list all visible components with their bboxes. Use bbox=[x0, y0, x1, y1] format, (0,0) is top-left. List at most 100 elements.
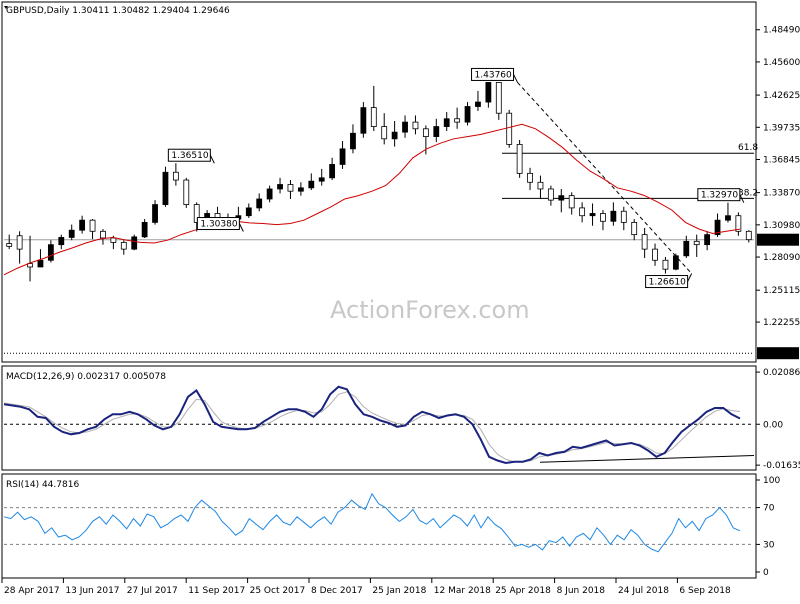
candle-body bbox=[683, 240, 690, 257]
price-tick-label: 1.33870 bbox=[763, 189, 800, 199]
candle-body bbox=[391, 131, 398, 140]
candle-body bbox=[37, 259, 44, 268]
candle-body bbox=[370, 107, 377, 127]
x-tick-label: 13 Jun 2017 bbox=[65, 586, 119, 596]
candle-body bbox=[579, 207, 586, 217]
x-tick-label: 25 Oct 2017 bbox=[250, 586, 306, 596]
candle-body bbox=[568, 195, 575, 209]
candle-body bbox=[110, 237, 117, 243]
candle-body bbox=[318, 177, 325, 182]
main-panel-header: GBPUSD,Daily 1.30411 1.30482 1.29404 1.2… bbox=[6, 6, 230, 16]
collapse-arrow-icon[interactable] bbox=[4, 6, 8, 9]
candle-body bbox=[256, 198, 263, 209]
candle-body bbox=[475, 101, 481, 107]
watermark: ActionForex.com bbox=[330, 296, 530, 324]
macd-signal-line bbox=[3, 391, 741, 463]
candle-body bbox=[152, 204, 158, 223]
retracement-trendline bbox=[517, 82, 692, 274]
candle-body bbox=[485, 82, 492, 103]
price-tick-label: 1.30980 bbox=[763, 221, 800, 231]
candle-body bbox=[527, 172, 533, 183]
x-axis: 28 Apr 2017 13 Jun 2017 27 Jul 2017 11 Sep … bbox=[1, 578, 731, 596]
x-tick-label: 12 Mar 2018 bbox=[434, 586, 491, 596]
candle-body bbox=[600, 213, 606, 222]
candle-body bbox=[672, 255, 679, 270]
x-tick-label: 25 Jan 2018 bbox=[372, 586, 426, 596]
candle-body bbox=[464, 106, 471, 123]
moving-average-line bbox=[3, 123, 741, 276]
rsi-panel-header: RSI(14) 44.7816 bbox=[6, 480, 79, 490]
price-tick-label: 1.28090 bbox=[763, 253, 800, 263]
macd-panel: 0.020861 0.00 -0.016357 bbox=[3, 368, 800, 471]
candle-body bbox=[100, 230, 106, 239]
swing-label-pointer bbox=[513, 74, 518, 83]
candle-body bbox=[725, 215, 731, 221]
candle-body bbox=[339, 148, 346, 165]
candle-body bbox=[79, 219, 86, 231]
current-price-label: 1.29646 bbox=[760, 236, 797, 246]
candle-body bbox=[402, 121, 408, 133]
candle-body bbox=[245, 207, 252, 217]
macd-tick-label: -0.016357 bbox=[763, 461, 800, 471]
price-tick-label: 1.45600 bbox=[763, 58, 800, 68]
candle-body bbox=[495, 82, 502, 114]
fib-level-label: 61.8 bbox=[738, 143, 758, 153]
macd-tick-label: 0.020861 bbox=[763, 368, 800, 378]
candle-body bbox=[350, 132, 356, 150]
swing-label: 1.32970 bbox=[701, 191, 738, 201]
rsi-tick-label: 100 bbox=[763, 476, 780, 486]
candle-body bbox=[381, 126, 388, 140]
candle-body bbox=[297, 187, 304, 192]
x-tick-label: 25 Apr 2018 bbox=[495, 586, 551, 596]
candle-body bbox=[308, 180, 315, 189]
candle-body bbox=[443, 118, 450, 127]
candle-body bbox=[714, 219, 721, 236]
price-tick-label: 1.25115 bbox=[763, 286, 800, 296]
candle-body bbox=[412, 121, 419, 130]
x-tick-label: 6 Sep 2018 bbox=[679, 586, 731, 596]
candle-body bbox=[422, 128, 429, 137]
macd-panel-header: MACD(12,26,9) 0.002317 0.005078 bbox=[6, 372, 166, 382]
candle-body bbox=[433, 126, 440, 137]
macd-main-line bbox=[3, 385, 741, 465]
candle-body bbox=[68, 229, 75, 238]
candle-body bbox=[141, 221, 148, 238]
candle-body bbox=[454, 118, 461, 123]
candle-body bbox=[47, 244, 54, 261]
candle-body bbox=[589, 213, 596, 217]
candle-body bbox=[172, 171, 179, 181]
candle-body bbox=[704, 234, 711, 246]
candle-body bbox=[745, 230, 752, 241]
candle-body bbox=[89, 219, 96, 232]
candle-body bbox=[506, 112, 513, 145]
price-tick-label: 1.39735 bbox=[763, 123, 800, 133]
rsi-tick-label: 70 bbox=[763, 504, 775, 514]
candle-body bbox=[266, 188, 273, 200]
fib-level-label: 38.2 bbox=[738, 188, 758, 198]
bottom-level-badge bbox=[757, 347, 799, 360]
x-tick-label: 27 Jul 2017 bbox=[127, 586, 178, 596]
x-tick-label: 8 Jun 2018 bbox=[557, 586, 606, 596]
candle-body bbox=[735, 215, 742, 232]
candle-body bbox=[620, 210, 627, 223]
swing-label-pointer bbox=[209, 155, 215, 164]
candle-body bbox=[27, 263, 33, 268]
candle-body bbox=[360, 107, 367, 134]
current-price-badge bbox=[757, 233, 799, 246]
swing-label-pointer bbox=[238, 223, 244, 232]
rsi-tick-label: 0 bbox=[763, 568, 769, 578]
swing-label: 1.36510 bbox=[171, 151, 208, 161]
candle-body bbox=[16, 235, 23, 250]
candle-body bbox=[662, 259, 669, 270]
candle-body bbox=[120, 242, 127, 250]
candle-body bbox=[183, 179, 190, 205]
candle-body bbox=[162, 171, 169, 205]
candle-body bbox=[6, 243, 13, 247]
candle-body bbox=[558, 195, 565, 201]
swing-label-pointer bbox=[739, 194, 745, 203]
macd-trendline bbox=[539, 455, 755, 463]
candle-body bbox=[537, 181, 544, 190]
candle-body bbox=[610, 210, 617, 222]
